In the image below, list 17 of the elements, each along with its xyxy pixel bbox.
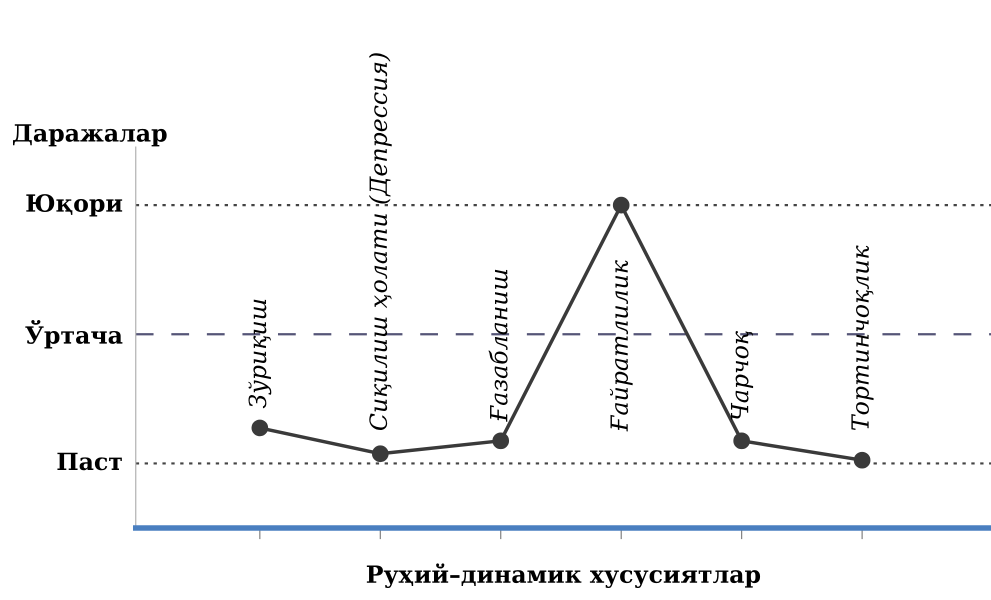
y-axis-title: Даражалар <box>13 124 167 146</box>
x-tick-label: Ғайратлилик <box>610 260 633 432</box>
x-tick-label: Тортинчоқлик <box>851 245 874 430</box>
point <box>252 420 268 436</box>
ref-line-label: Юқори <box>26 194 122 217</box>
x-tick-label: Сиқилиш ҳолати (Депрессия) <box>368 53 392 430</box>
x-tick-label: Чарчоқ <box>730 331 754 420</box>
point <box>372 445 389 462</box>
point <box>733 432 750 450</box>
ref-line-label: Паст <box>57 452 122 470</box>
ref-line-label: Ўртача <box>25 320 122 348</box>
point <box>492 432 510 450</box>
point <box>612 196 630 214</box>
point <box>854 452 870 469</box>
x-axis-title: Руҳий–динамик хусусиятлар <box>366 563 760 588</box>
x-tick-label: Зўриқиш <box>248 300 272 408</box>
x-tick-label: Ғазабланиш <box>488 270 508 422</box>
